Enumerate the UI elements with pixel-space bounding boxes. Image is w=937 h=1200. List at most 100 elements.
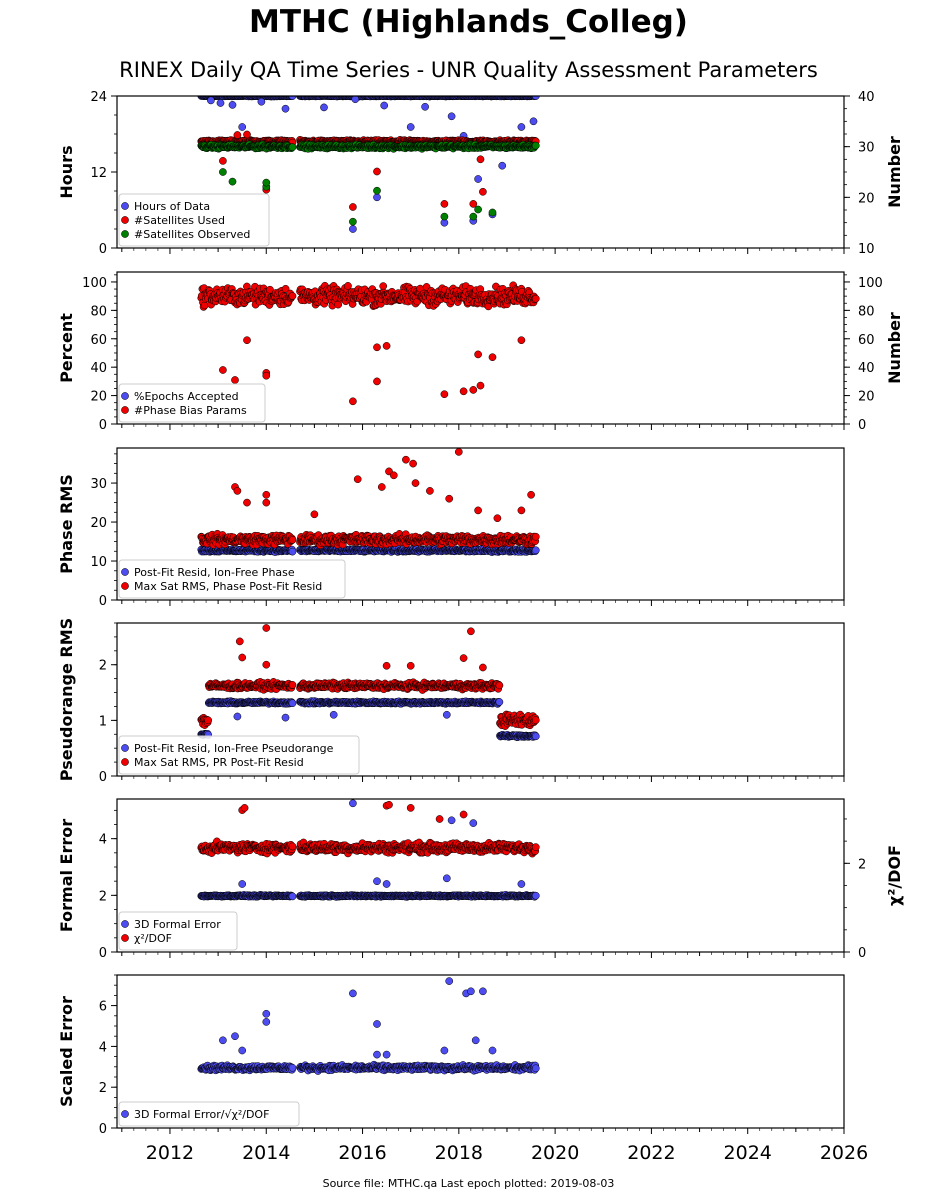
outlier-point: [233, 712, 242, 721]
outlier-point: [377, 483, 386, 491]
legend-box: [118, 383, 266, 423]
data-point: [288, 547, 297, 556]
outlier-point: [469, 386, 478, 394]
data-point: [531, 294, 540, 303]
data-points: [197, 96, 540, 233]
data-point: [531, 141, 540, 150]
data-point: [531, 532, 540, 541]
outlier-point: [228, 101, 237, 109]
outlier-point: [380, 101, 389, 110]
outlier-point: [349, 397, 357, 406]
outlier-point: [349, 217, 357, 226]
data-point: [288, 681, 297, 689]
outlier-point: [445, 494, 454, 503]
outlier-point: [219, 157, 227, 165]
outlier-point: [216, 99, 225, 107]
data-point: [288, 536, 297, 544]
outlier-point: [498, 161, 507, 170]
legend-marker: [121, 230, 129, 238]
data-point: [204, 716, 213, 725]
outlier-point: [235, 637, 244, 646]
legend-marker: [121, 202, 129, 210]
outlier-point: [406, 661, 415, 670]
legend-label: #Satellites Used: [134, 214, 225, 227]
legend-marker: [121, 216, 129, 224]
outlier-point: [231, 376, 239, 384]
legend-marker: [121, 582, 129, 590]
outlier-point: [440, 390, 449, 399]
y-right-tick-label: 30: [858, 141, 875, 156]
outlier-point: [219, 168, 227, 176]
legend-box: [118, 193, 270, 247]
chart-subtitle: RINEX Daily QA Time Series - UNR Quality…: [119, 58, 818, 82]
chart-title: MTHC (Highlands_Colleg): [249, 4, 688, 40]
y-tick-label: 40: [90, 361, 107, 376]
legend-label: Hours of Data: [134, 200, 210, 213]
legend-label: %Epochs Accepted: [134, 390, 239, 403]
legend-label: Post-Fit Resid, Ion-Free Phase: [134, 566, 295, 579]
y-tick-label: 0: [99, 418, 107, 433]
y-tick-label: 2: [99, 659, 107, 674]
outlier-point: [479, 663, 487, 672]
outlier-point: [402, 455, 410, 464]
outlier-point: [349, 225, 357, 233]
y-right-tick-label: 60: [858, 333, 875, 348]
outlier-point: [442, 710, 451, 719]
y-tick-label: 80: [90, 304, 107, 319]
y-right-tick-label: 40: [858, 90, 875, 105]
outlier-point: [493, 514, 502, 523]
outlier-point: [373, 186, 381, 195]
legend-marker: [121, 392, 129, 400]
outlier-point: [459, 387, 468, 396]
y-right-tick-label: 20: [858, 191, 875, 206]
outlier-point: [421, 102, 429, 111]
outlier-point: [440, 200, 449, 208]
outlier-point: [488, 208, 497, 217]
legend-label: #Phase Bias Params: [134, 404, 247, 417]
y-tick-label: 0: [99, 594, 107, 609]
data-point: [281, 284, 290, 293]
y-tick-label: 20: [90, 516, 107, 531]
y-right-tick-label: 10: [858, 242, 875, 257]
outlier-point: [228, 177, 237, 186]
outlier-point: [233, 487, 242, 495]
outlier-point: [219, 366, 227, 374]
y-right-tick-label: 80: [858, 304, 875, 319]
outlier-point: [262, 660, 271, 669]
outlier-point: [467, 627, 475, 636]
legend-label: Max Sat RMS, Phase Post-Fit Resid: [134, 580, 322, 593]
series-blue: [197, 697, 540, 742]
outlier-point: [389, 471, 398, 480]
series-red: [197, 448, 540, 550]
data-point: [495, 681, 504, 690]
y-axis-label: Percent: [57, 313, 76, 383]
data-point: [288, 292, 297, 300]
y-tick-label: 1: [99, 714, 107, 729]
y-tick-label: 10: [90, 555, 107, 570]
outlier-point: [238, 653, 247, 662]
outlier-point: [373, 377, 381, 386]
data-points: [197, 624, 540, 742]
data-point: [288, 143, 297, 152]
outlier-point: [257, 97, 266, 106]
y-tick-label: 0: [99, 770, 107, 785]
outlier-point: [447, 112, 456, 121]
data-points: [197, 281, 540, 406]
outlier-point: [373, 193, 381, 202]
outlier-point: [474, 350, 482, 359]
y-axis-label: Hours: [57, 145, 76, 198]
outlier-point: [476, 155, 485, 164]
y-tick-label: 12: [90, 166, 107, 181]
outlier-point: [469, 200, 478, 208]
series-green: [197, 140, 540, 226]
outlier-point: [310, 510, 319, 519]
y-right-tick-label: 100: [858, 276, 883, 291]
panel-2: 020406080100Percent020406080100Number%Ep…: [57, 271, 904, 433]
legend: %Epochs Accepted#Phase Bias Params: [118, 383, 266, 423]
outlier-point: [373, 343, 381, 352]
y-right-axis-label: Number: [885, 136, 904, 208]
outlier-point: [243, 336, 251, 345]
outlier-point: [351, 96, 360, 104]
